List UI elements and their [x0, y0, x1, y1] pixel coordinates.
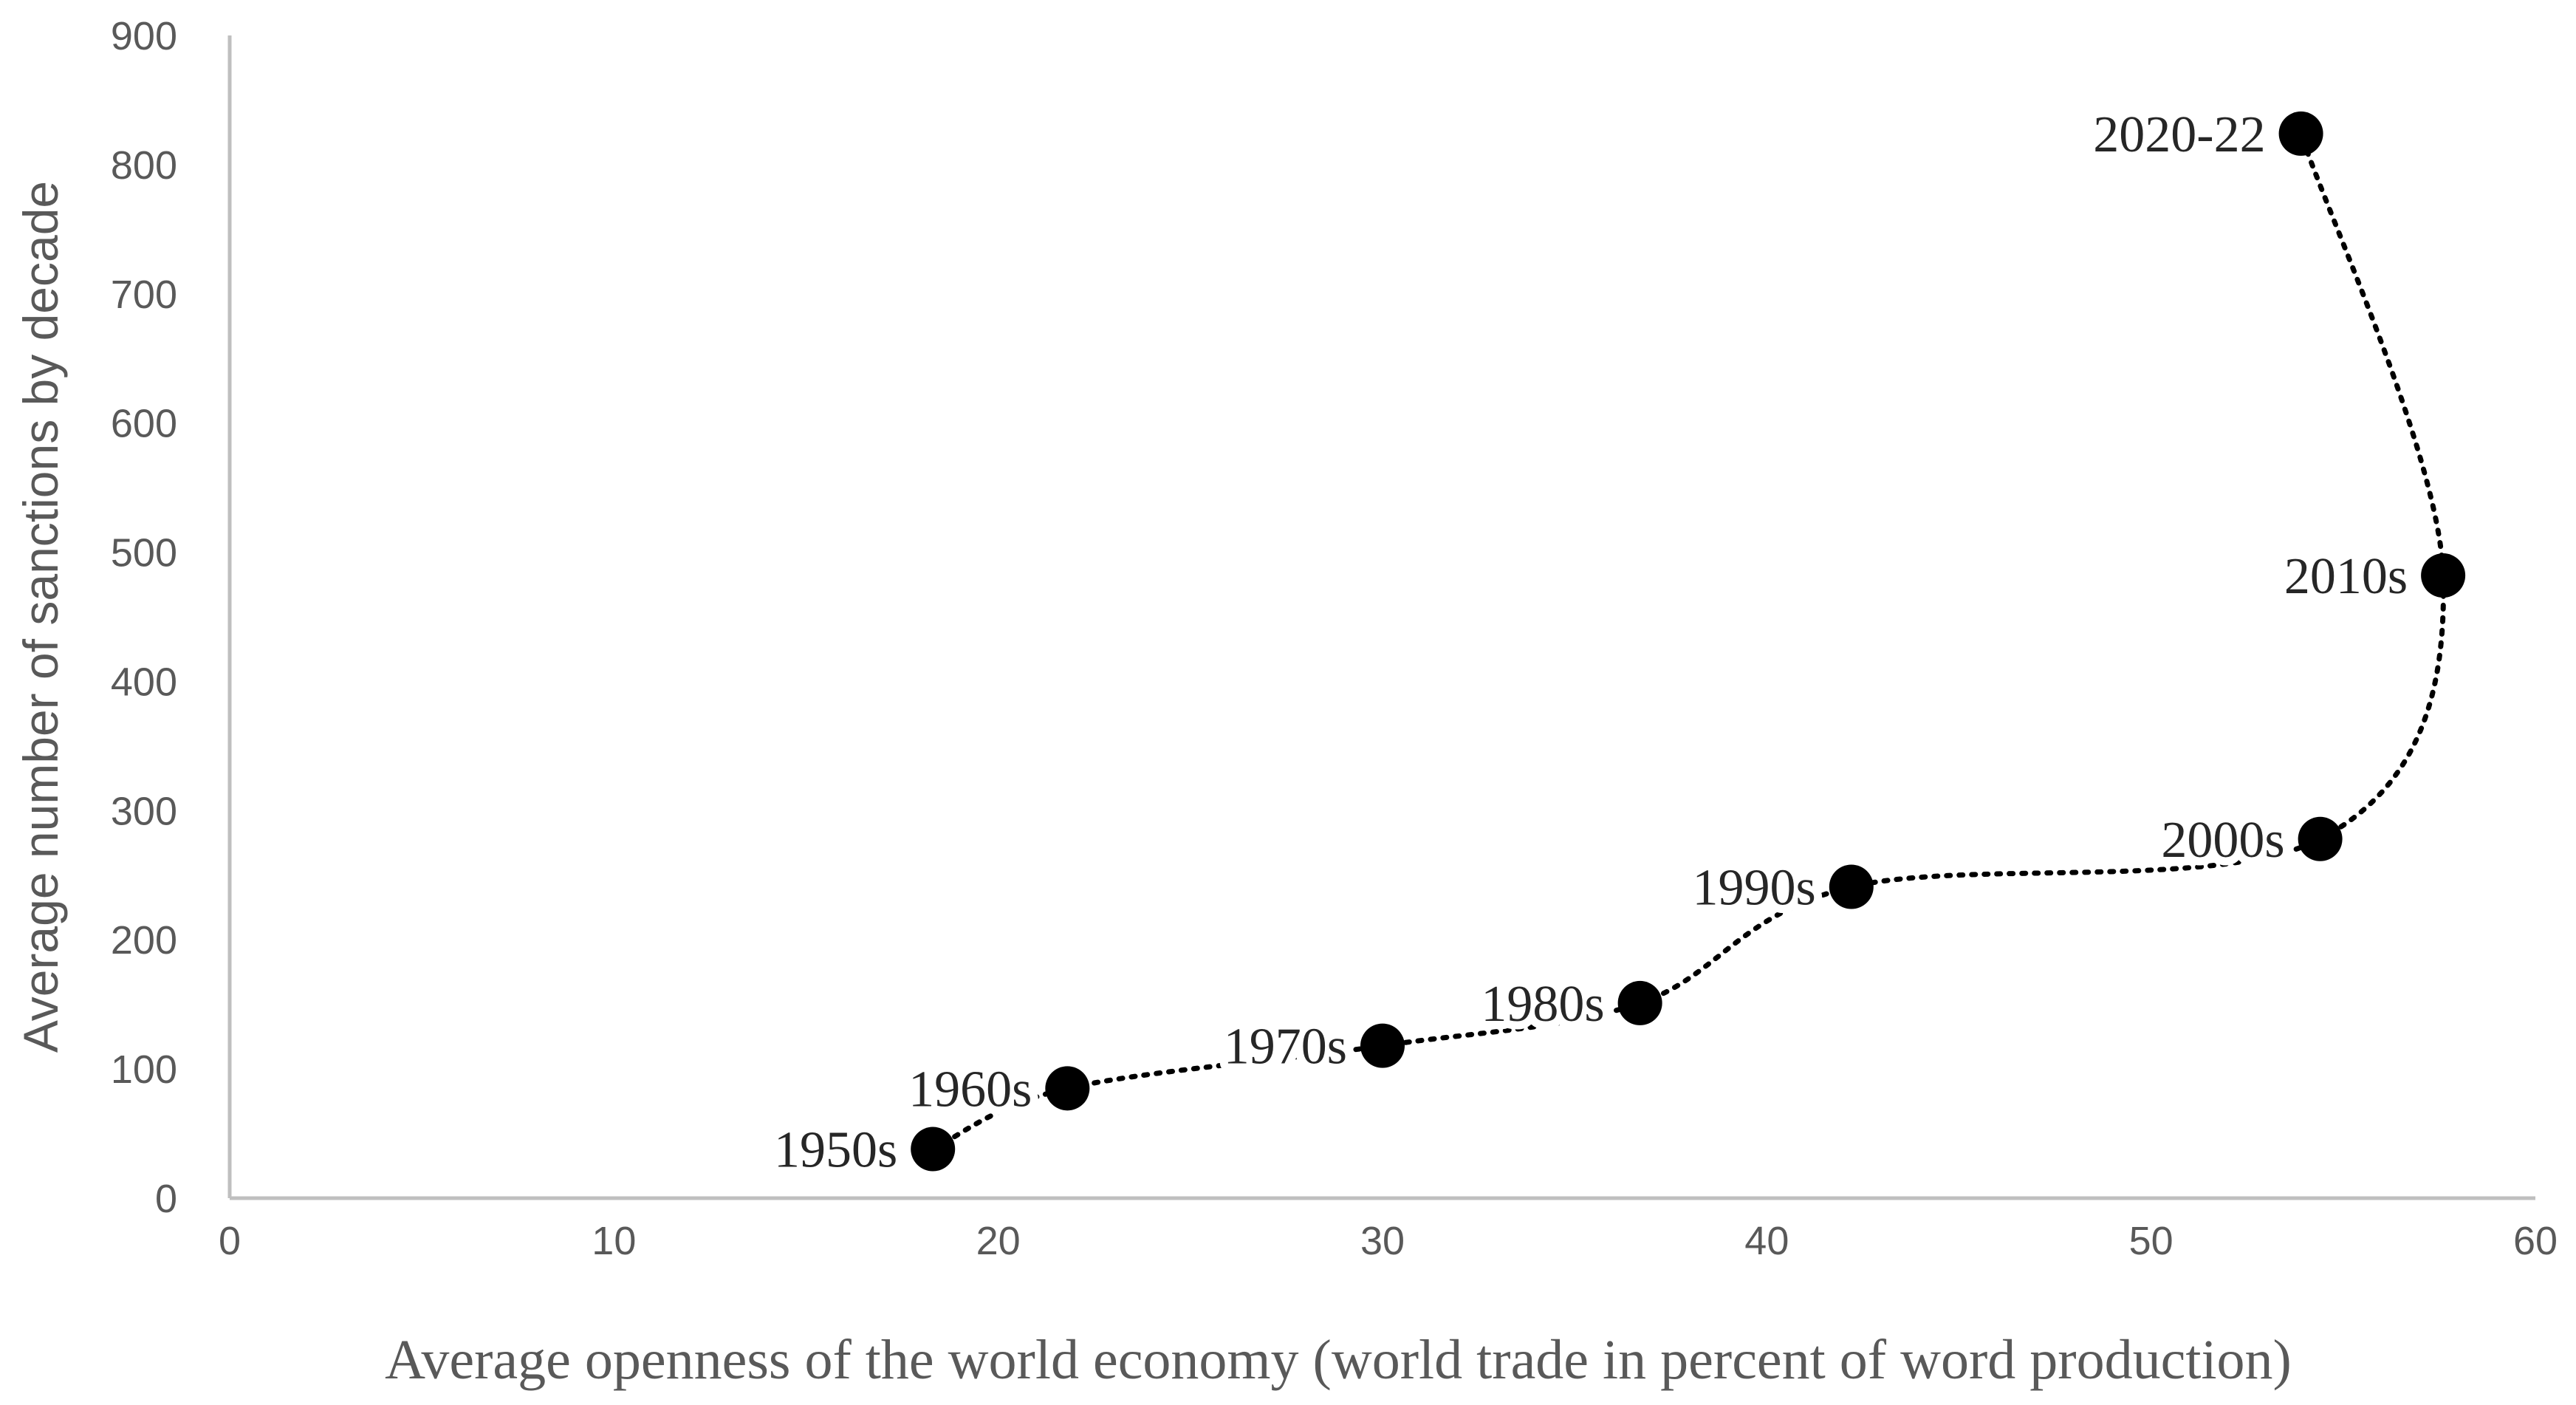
point-label-1990s: 1990s: [1693, 860, 1816, 917]
y-tick-label: 400: [111, 660, 177, 704]
y-tick-label: 0: [155, 1177, 177, 1221]
data-point-1970s: [1360, 1023, 1405, 1068]
point-label-1950s: 1950s: [774, 1122, 897, 1179]
y-tick-label: 800: [111, 143, 177, 188]
x-tick-labels: 0 10 20 30 40 50 60: [219, 1219, 2558, 1263]
x-tick-label: 30: [1360, 1219, 1405, 1263]
x-tick-label: 60: [2513, 1219, 2558, 1263]
point-label-1960s: 1960s: [908, 1061, 1032, 1118]
y-tick-label: 900: [111, 14, 177, 58]
point-label-2010s: 2010s: [2284, 548, 2408, 605]
x-tick-label: 0: [219, 1219, 241, 1263]
point-label-1980s: 1980s: [1481, 976, 1604, 1033]
y-tick-label: 600: [111, 402, 177, 446]
y-tick-labels: 0 100 200 300 400 500 600 700 800 900: [111, 14, 177, 1221]
data-point-2010s: [2421, 553, 2466, 598]
y-tick-label: 700: [111, 273, 177, 317]
series-connector-line: [930, 131, 2446, 1152]
y-tick-label: 500: [111, 531, 177, 575]
data-points: [911, 111, 2466, 1172]
point-label-2020-22: 2020-22: [2093, 106, 2265, 163]
data-point-2000s: [2298, 816, 2343, 861]
y-tick-label: 300: [111, 789, 177, 833]
x-tick-label: 10: [592, 1219, 636, 1263]
x-axis-title: Average openness of the world economy (w…: [385, 1329, 2292, 1391]
y-tick-label: 200: [111, 918, 177, 963]
y-tick-label: 100: [111, 1047, 177, 1092]
data-point-1950s: [911, 1127, 956, 1172]
y-axis-title: Average number of sanctions by decade: [13, 181, 68, 1053]
x-tick-label: 40: [1744, 1219, 1789, 1263]
point-label-2000s: 2000s: [2161, 812, 2284, 869]
data-point-1990s: [1829, 864, 1874, 909]
data-point-2020-22: [2278, 111, 2323, 156]
axes: [227, 35, 2535, 1200]
point-label-1970s: 1970s: [1224, 1019, 1347, 1076]
data-point-1980s: [1617, 980, 1662, 1025]
data-point-1960s: [1045, 1066, 1090, 1111]
x-tick-label: 50: [2129, 1219, 2174, 1263]
x-tick-label: 20: [976, 1219, 1021, 1263]
